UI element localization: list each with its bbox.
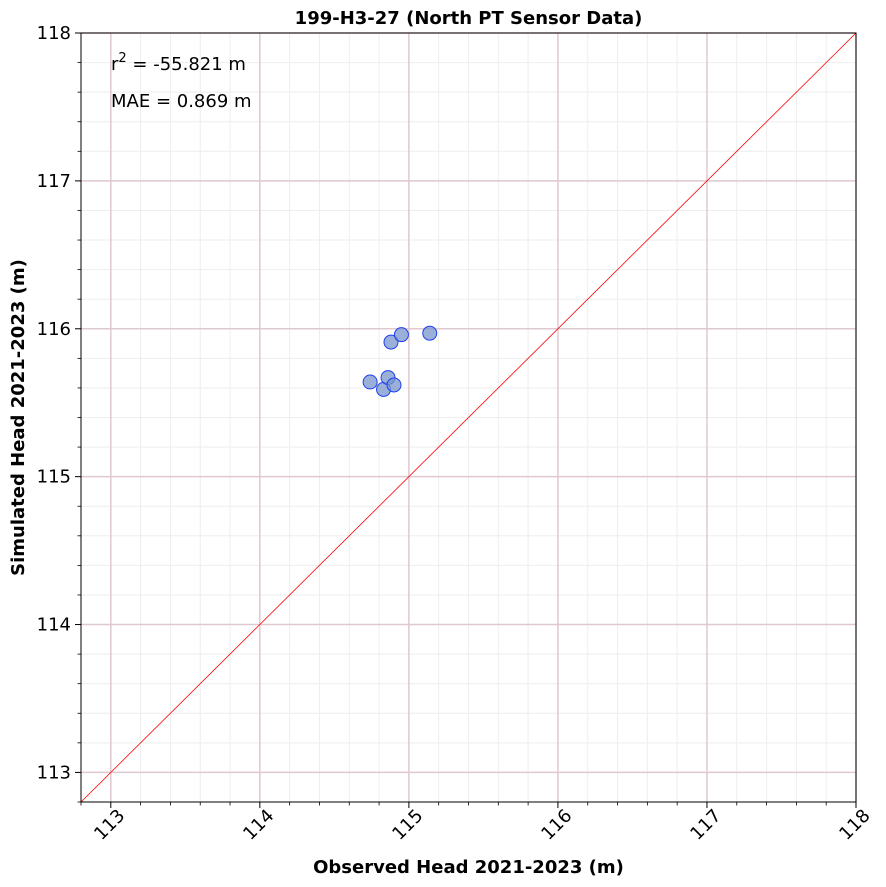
x-tick-label: 117: [686, 805, 725, 844]
y-tick-label: 117: [37, 171, 71, 192]
y-tick-label: 116: [37, 319, 71, 340]
r2-prefix: r: [111, 54, 119, 75]
r2-value: = -55.821 m: [127, 54, 246, 75]
mae-annotation: MAE = 0.869 m: [111, 91, 252, 112]
data-point: [386, 377, 402, 393]
one-to-one-line: [80, 32, 857, 803]
data-point: [422, 325, 438, 341]
chart-title: 199-H3-27 (North PT Sensor Data): [295, 8, 643, 29]
x-axis-label: Observed Head 2021-2023 (m): [313, 857, 624, 878]
data-point: [393, 327, 409, 343]
x-tick-label: 116: [537, 805, 576, 844]
grid: [80, 32, 857, 803]
y-axis-label: Simulated Head 2021-2023 (m): [8, 259, 29, 576]
r2-annotation: r2 = -55.821 m: [111, 51, 246, 75]
y-tick-label: 114: [37, 615, 71, 636]
r2-superscript: 2: [118, 51, 126, 66]
x-tick-label: 113: [90, 805, 129, 844]
y-tick-label: 115: [37, 467, 71, 488]
x-tick-label: 114: [239, 805, 278, 844]
reference-line-layer: [80, 32, 857, 803]
y-tick-label: 118: [37, 23, 71, 44]
data-points: [362, 325, 438, 397]
data-point: [362, 374, 378, 390]
data-point: [383, 334, 399, 350]
x-tick-label: 118: [835, 805, 874, 844]
y-tick-label: 113: [37, 762, 71, 783]
x-tick-label: 115: [388, 805, 427, 844]
